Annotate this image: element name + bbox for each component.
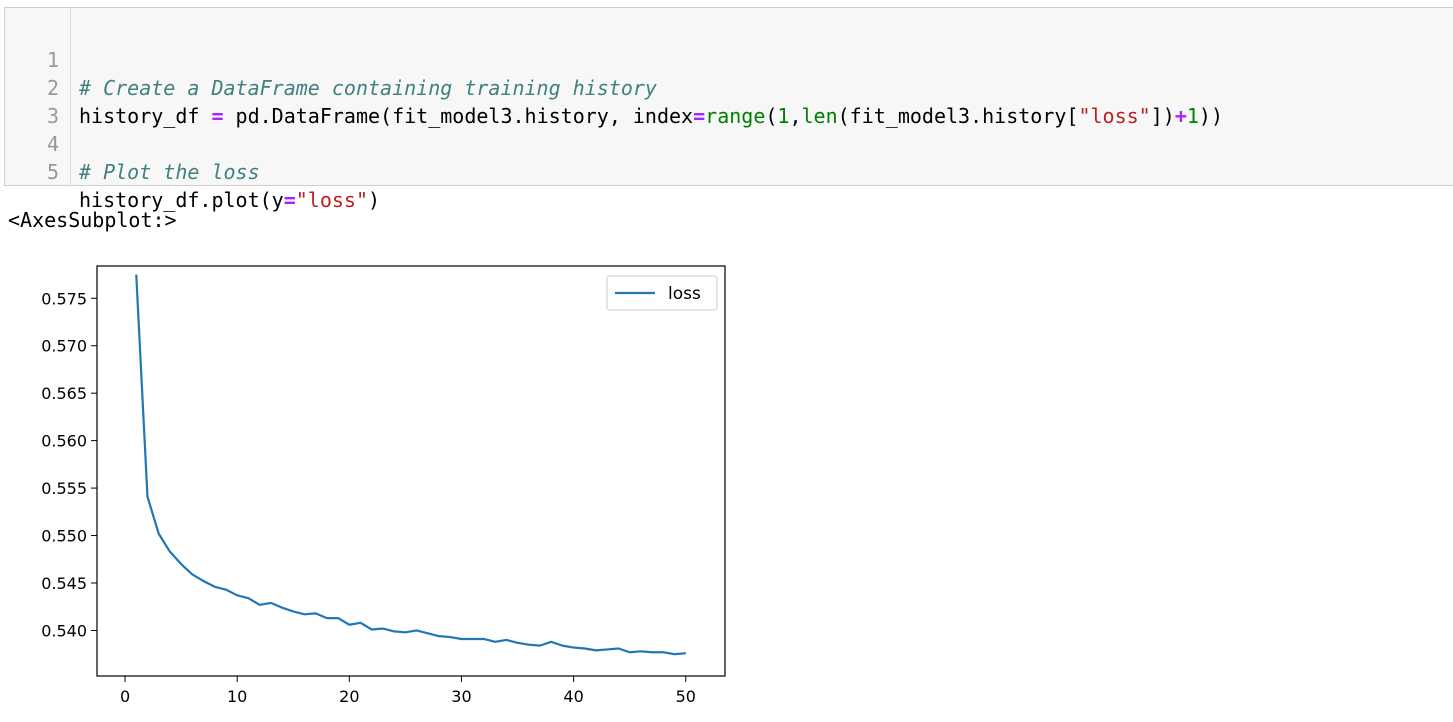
plot-area [97, 266, 725, 676]
y-tick-label: 0.545 [41, 574, 87, 593]
code-text: # Create a DataFrame containing training… [79, 74, 657, 102]
x-tick-label: 0 [120, 687, 130, 706]
x-axis: 0 10 20 30 40 50 [120, 676, 696, 706]
line-number: 2 [46, 76, 59, 100]
x-tick-label: 20 [339, 687, 359, 706]
code-comment: # Create a DataFrame containing training… [79, 76, 657, 100]
code-token: pd.DataFrame(fit_model3.history, index [223, 104, 694, 128]
line-number: 3 [46, 104, 59, 128]
line-number: 1 [46, 48, 59, 72]
line-number: 5 [46, 160, 59, 184]
legend-label: loss [668, 284, 701, 304]
code-line: 5 history_df.plot(y="loss") [5, 130, 380, 212]
line-number: 4 [46, 132, 59, 156]
y-tick-label: 0.540 [41, 621, 87, 640]
y-tick-label: 0.575 [41, 289, 87, 308]
code-number: 1 [1186, 104, 1199, 128]
code-text: history_df.plot(y="loss") [79, 186, 380, 214]
code-builtin: range [705, 104, 766, 128]
code-text: # Plot the loss [79, 158, 260, 186]
code-cell-input[interactable]: 1 # Create a DataFrame containing traini… [4, 7, 1453, 212]
y-tick-label: 0.570 [41, 337, 87, 356]
plot-frame [96, 265, 726, 677]
series-line-loss [135, 274, 686, 656]
code-token: history_df [79, 104, 212, 128]
code-line: 1 # Create a DataFrame containing traini… [5, 18, 657, 100]
code-builtin: len [801, 104, 838, 128]
code-token: )) [1198, 104, 1223, 128]
x-tick-label: 40 [563, 687, 583, 706]
output-repr: <AxesSubplot:> [8, 208, 177, 232]
code-token: ) [368, 188, 381, 212]
x-tick-label: 50 [676, 687, 696, 706]
code-operator: + [1174, 104, 1187, 128]
code-line: 4 # Plot the loss [5, 102, 260, 184]
code-line: 3 [5, 74, 59, 128]
loss-plot: 0.540 0.545 0.550 0.555 0.560 0.565 0.570 0.575… [41, 265, 726, 706]
y-tick-label: 0.565 [41, 384, 87, 403]
code-text: history_df = pd.DataFrame(fit_model3.his… [79, 102, 1223, 130]
code-line: 2 history_df = pd.DataFrame(fit_model3.h… [5, 46, 1223, 128]
code-string: "loss" [295, 188, 368, 212]
code-operator: = [693, 104, 706, 128]
legend: loss [606, 275, 718, 311]
code-token: history_df.plot(y [79, 188, 284, 212]
code-string: "loss" [1078, 104, 1151, 128]
code-comment: # Plot the loss [79, 160, 260, 184]
x-tick-label: 10 [227, 687, 247, 706]
code-token: , [789, 104, 802, 128]
y-axis: 0.540 0.545 0.550 0.555 0.560 0.565 0.570 0.575 [41, 289, 97, 640]
code-operator: = [211, 104, 224, 128]
code-token: (fit_model3.history[ [837, 104, 1079, 128]
y-tick-label: 0.560 [41, 432, 87, 451]
code-operator: = [283, 188, 296, 212]
y-tick-label: 0.555 [41, 479, 87, 498]
line-number-gutter [5, 8, 71, 185]
code-token: ]) [1150, 104, 1175, 128]
legend-box [606, 275, 718, 311]
code-token: ( [765, 104, 778, 128]
y-tick-label: 0.550 [41, 527, 87, 546]
code-number: 1 [777, 104, 790, 128]
x-tick-label: 30 [451, 687, 471, 706]
